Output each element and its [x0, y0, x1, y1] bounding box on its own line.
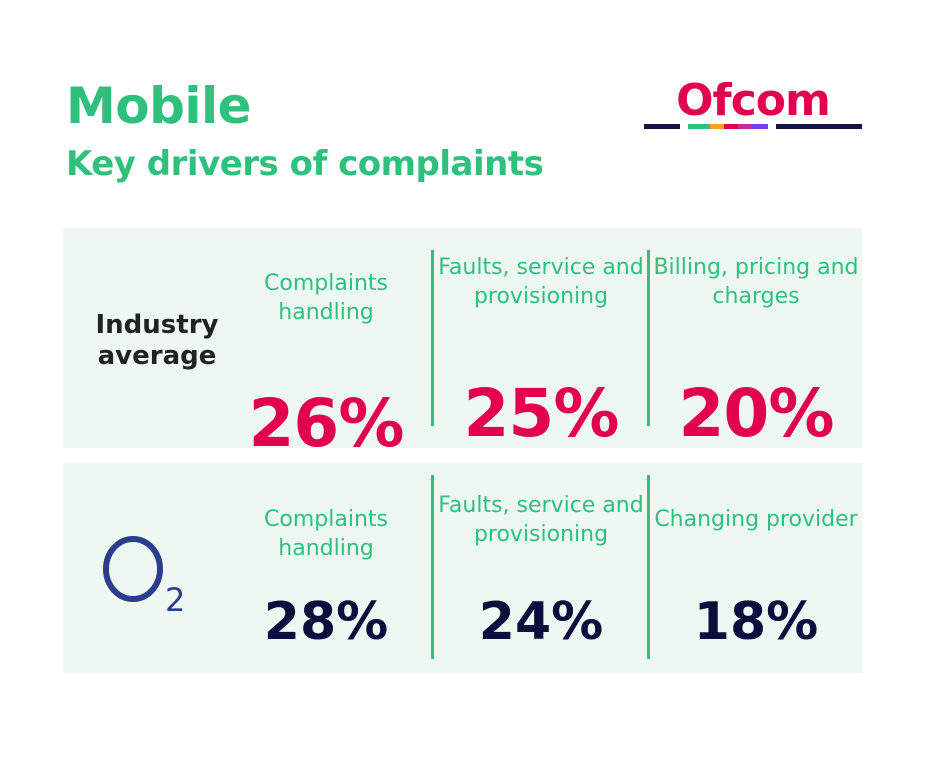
- cell-value: 18%: [693, 592, 819, 652]
- column-divider: [431, 475, 434, 659]
- column-divider: [647, 250, 650, 426]
- cell-label: Faults, service and provisioning: [438, 493, 644, 547]
- ofcom-logo-bar: [644, 124, 862, 129]
- o2-cell-2: Faults, service and provisioning 24%: [436, 491, 646, 661]
- page-subtitle: Key drivers of complaints: [66, 144, 544, 184]
- column-divider: [647, 475, 650, 659]
- ofcom-logo-text: Ofcom: [676, 75, 831, 126]
- industry-cell-2: Faults, service and provisioning 25%: [436, 253, 646, 449]
- industry-average-panel: Industry average Complaints handling 26%…: [63, 228, 862, 459]
- cell-label: Billing, pricing and charges: [653, 255, 859, 309]
- industry-cell-3: Billing, pricing and charges 20%: [651, 253, 861, 449]
- row-label-industry-average: Industry average: [95, 310, 219, 371]
- cell-label: Complaints handling: [264, 271, 388, 325]
- cell-label: Complaints handling: [264, 507, 388, 561]
- cell-value: 20%: [678, 375, 835, 452]
- column-divider: [431, 250, 434, 426]
- o2-cell-3: Changing provider 18%: [651, 505, 861, 675]
- o2-cell-1: Complaints handling 28%: [221, 505, 431, 675]
- cell-value: 26%: [248, 385, 405, 462]
- cell-value: 28%: [263, 592, 389, 652]
- page-title: Mobile: [66, 77, 252, 135]
- industry-cell-1: Complaints handling 26%: [221, 265, 431, 459]
- svg-text:2: 2: [165, 581, 185, 619]
- ofcom-logo: Ofcom: [644, 75, 862, 130]
- o2-panel: 2 Complaints handling 28% Faults, servic…: [63, 463, 862, 673]
- cell-label: Faults, service and provisioning: [438, 255, 644, 309]
- cell-value: 24%: [478, 592, 604, 652]
- o2-logo: 2: [103, 536, 185, 619]
- cell-label: Changing provider: [654, 507, 858, 532]
- cell-value: 25%: [463, 375, 620, 452]
